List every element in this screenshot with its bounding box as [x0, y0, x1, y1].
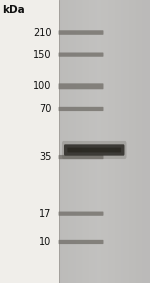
Bar [146, 0, 147, 283]
Bar [64, 0, 65, 283]
Bar [133, 0, 135, 283]
FancyBboxPatch shape [58, 212, 104, 216]
Text: 17: 17 [39, 209, 52, 219]
Bar [129, 0, 130, 283]
Bar [130, 0, 132, 283]
Bar [148, 0, 150, 283]
Bar [132, 0, 133, 283]
FancyBboxPatch shape [67, 147, 121, 153]
Text: kDa: kDa [2, 5, 25, 15]
Bar [115, 0, 117, 283]
Bar [77, 0, 79, 283]
Bar [112, 0, 114, 283]
Bar [88, 0, 89, 283]
Bar [80, 0, 82, 283]
Bar [82, 0, 83, 283]
Bar [79, 0, 80, 283]
Bar [126, 0, 127, 283]
Bar [86, 0, 88, 283]
FancyBboxPatch shape [58, 83, 104, 89]
Text: 70: 70 [39, 104, 52, 114]
FancyBboxPatch shape [64, 144, 124, 156]
Bar [100, 0, 101, 283]
Bar [109, 0, 111, 283]
Bar [118, 0, 120, 283]
Bar [76, 0, 77, 283]
FancyBboxPatch shape [62, 141, 126, 159]
Bar [68, 0, 70, 283]
Text: 35: 35 [39, 152, 52, 162]
Bar [71, 0, 73, 283]
Bar [67, 0, 68, 283]
Text: 100: 100 [33, 81, 52, 91]
Bar [144, 0, 146, 283]
Bar [138, 0, 139, 283]
Bar [95, 0, 97, 283]
Bar [97, 0, 98, 283]
Bar [142, 0, 144, 283]
FancyBboxPatch shape [58, 155, 104, 159]
Bar [74, 0, 76, 283]
Bar [73, 0, 74, 283]
Text: 210: 210 [33, 27, 52, 38]
Text: 10: 10 [39, 237, 52, 247]
Bar [91, 0, 92, 283]
Bar [101, 0, 103, 283]
Bar [98, 0, 100, 283]
Bar [70, 0, 71, 283]
Bar [127, 0, 129, 283]
Bar [92, 0, 94, 283]
Bar [123, 0, 124, 283]
Bar [121, 0, 123, 283]
Bar [136, 0, 138, 283]
Bar [120, 0, 121, 283]
Bar [135, 0, 136, 283]
Bar [65, 0, 67, 283]
Bar [59, 0, 60, 283]
Bar [85, 0, 86, 283]
FancyBboxPatch shape [58, 107, 104, 111]
Bar [117, 0, 118, 283]
Text: 150: 150 [33, 50, 52, 60]
Bar [106, 0, 108, 283]
FancyBboxPatch shape [58, 30, 104, 35]
FancyBboxPatch shape [58, 53, 104, 57]
Bar [59, 0, 150, 283]
Bar [83, 0, 85, 283]
Bar [111, 0, 112, 283]
Bar [124, 0, 126, 283]
Bar [94, 0, 95, 283]
Bar [114, 0, 115, 283]
FancyBboxPatch shape [58, 240, 104, 244]
Bar [105, 0, 106, 283]
Bar [60, 0, 62, 283]
Bar [62, 0, 64, 283]
Bar [139, 0, 141, 283]
Bar [103, 0, 105, 283]
Bar [147, 0, 148, 283]
Bar [141, 0, 142, 283]
Bar [108, 0, 109, 283]
Bar [89, 0, 91, 283]
